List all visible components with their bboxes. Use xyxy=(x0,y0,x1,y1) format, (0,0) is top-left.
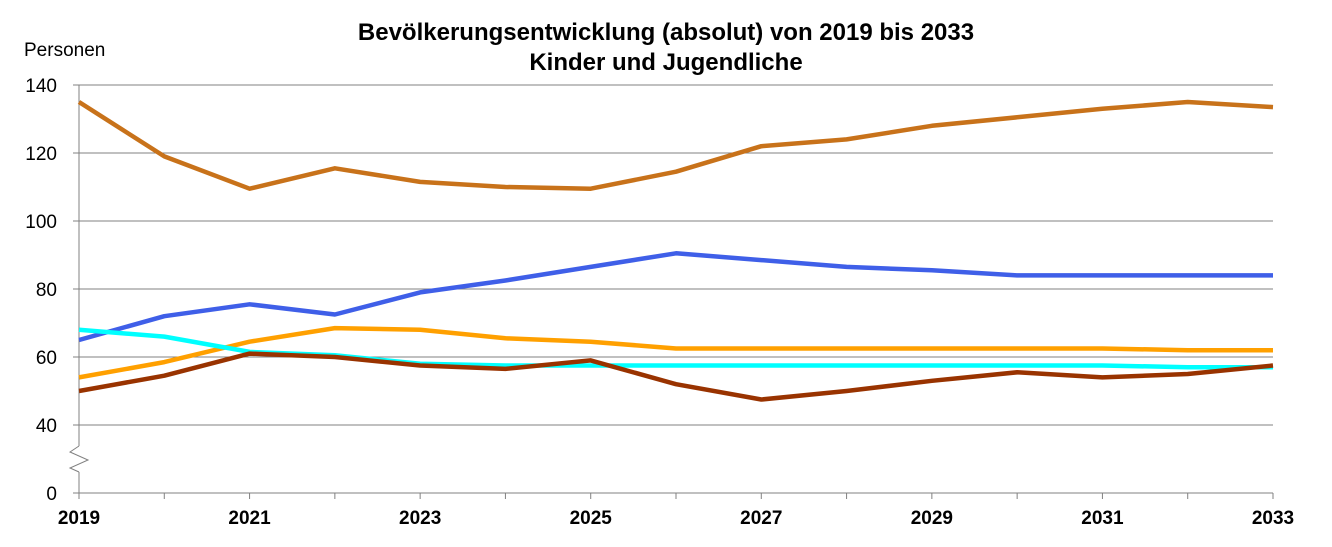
y-tick-labels: 0 40 60 80 100 120 140 xyxy=(25,76,57,505)
y-tick-label: 140 xyxy=(25,76,57,97)
y-axis-label: Personen xyxy=(24,40,105,61)
axes xyxy=(68,84,1274,499)
series-line-3 xyxy=(78,325,1273,380)
y-tick-label: 60 xyxy=(36,348,57,369)
chart-title: Bevölkerungsentwicklung (absolut) von 20… xyxy=(358,19,974,46)
x-tick-label: 2033 xyxy=(1252,508,1294,529)
y-tick-label: 40 xyxy=(36,416,57,437)
x-tick-label: 2023 xyxy=(399,508,441,529)
x-tick-label: 2021 xyxy=(228,508,271,529)
series-lines xyxy=(77,99,1274,402)
gridlines xyxy=(79,84,1273,426)
series-line-5 xyxy=(78,351,1274,402)
series-line-2 xyxy=(78,251,1273,343)
y-axis-break xyxy=(68,445,90,473)
chart-subtitle: Kinder und Jugendliche xyxy=(529,49,802,76)
y-tick-label: 0 xyxy=(46,484,57,505)
x-tick-label: 2027 xyxy=(740,508,782,529)
x-tick-label: 2025 xyxy=(570,508,613,529)
x-tick-label: 2019 xyxy=(58,508,100,529)
y-tick-label: 100 xyxy=(25,212,57,233)
series-line-1 xyxy=(77,99,1274,191)
x-tick-labels: 2019 2021 2023 2025 2027 2029 2031 2033 xyxy=(58,508,1294,529)
x-tick-label: 2031 xyxy=(1081,508,1124,529)
y-tick-label: 80 xyxy=(36,280,57,301)
x-tick-label: 2029 xyxy=(911,508,953,529)
y-tick-label: 120 xyxy=(25,144,57,165)
